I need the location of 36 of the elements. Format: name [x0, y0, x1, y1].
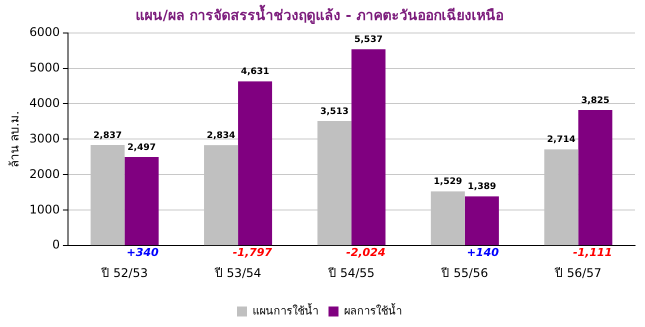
y-axis-title: ล้าน ลบ.ม. [7, 110, 22, 168]
bar [578, 110, 612, 246]
data-label: 2,497 [127, 142, 156, 153]
y-tick-label: 2000 [29, 166, 60, 181]
bar [124, 157, 159, 246]
y-tick-label: 5000 [29, 60, 60, 74]
x-tick-label: ปี 53/54 [214, 266, 262, 280]
bar [238, 81, 272, 246]
y-tick-label: 1000 [29, 202, 60, 216]
bar [464, 196, 499, 246]
data-label: 3,513 [320, 106, 349, 117]
x-tick-label: ปี 56/57 [554, 266, 602, 280]
y-tick-label: 4000 [29, 96, 60, 110]
data-label: 2,837 [93, 130, 122, 141]
data-label: 4,631 [240, 67, 270, 78]
data-label: 5,537 [354, 35, 383, 46]
text: -1,111 [572, 246, 612, 259]
y-tick-label: 3000 [29, 131, 60, 146]
legend-label: ผลการใช้น้ำ [344, 302, 402, 318]
data-label: 3,825 [581, 96, 610, 106]
legend-label: แผนการใช้น้ำ [252, 302, 318, 318]
bar [351, 49, 386, 246]
data-label: 2,714 [547, 135, 576, 146]
data-label: 1,389 [468, 182, 496, 192]
y-tick-label: 0 [52, 238, 60, 252]
text: +340 [126, 246, 160, 259]
data-label: 2,834 [206, 130, 236, 141]
text: -1,797 [232, 246, 272, 259]
x-tick-label: ปี 55/56 [440, 266, 488, 280]
chart-title: แผน/ผล การจัดสรรน้ำช่วงฤดูแล้ง - ภาคตะวันออกเฉียงเหนือ [136, 4, 504, 24]
text: +140 [466, 246, 500, 259]
text: -2,024 [346, 246, 386, 259]
y-tick-label: 6000 [29, 24, 60, 39]
x-tick-label: ปี 54/55 [327, 266, 375, 280]
x-tick-label: ปี 52/53 [100, 266, 148, 280]
data-label: 1,529 [434, 177, 462, 188]
